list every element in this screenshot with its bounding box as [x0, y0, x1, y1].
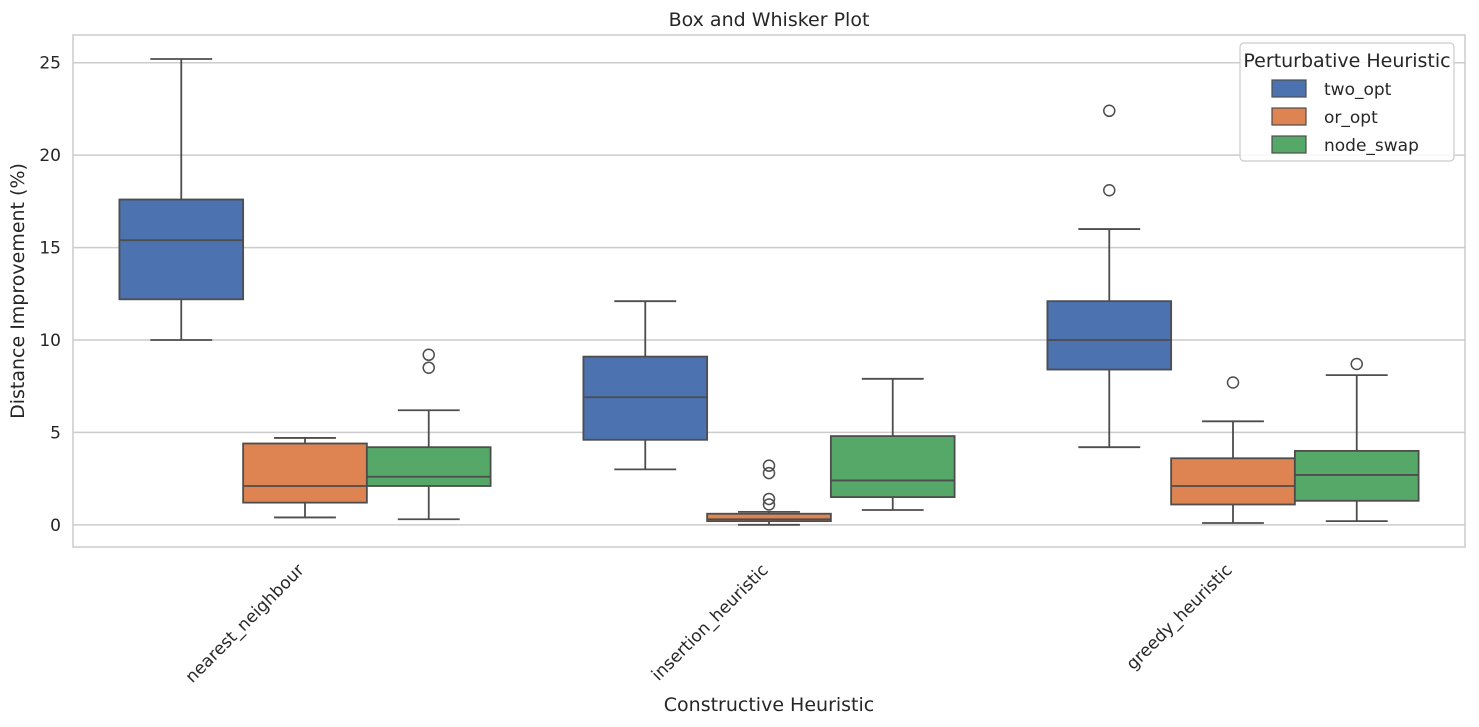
legend-label-node_swap: node_swap — [1324, 136, 1419, 156]
box-two_opt-insertion_heuristic — [582, 300, 709, 471]
y-tick-label: 20 — [39, 146, 61, 166]
outlier-point — [762, 466, 776, 480]
outlier-point — [762, 498, 776, 511]
y-tick-label: 5 — [50, 423, 61, 443]
box-iqr — [1170, 457, 1296, 506]
outlier-point — [422, 348, 435, 362]
outlier-point — [422, 361, 435, 374]
box-iqr — [118, 198, 245, 301]
legend-label-two_opt: two_opt — [1324, 80, 1392, 100]
y-tick-label: 15 — [39, 239, 61, 259]
y-tick-label: 0 — [50, 516, 61, 536]
gridlines — [73, 61, 1465, 526]
box-two_opt-greedy_heuristic — [1046, 104, 1173, 449]
outlier-point — [762, 492, 776, 506]
legend-swatch-node_swap — [1271, 135, 1307, 154]
y-tick-label: 10 — [39, 331, 61, 351]
box-iqr — [582, 355, 709, 441]
y-axis-label: Distance Improvement (%) — [7, 163, 29, 419]
y-tick-labels: 0 5 10 15 20 25 — [39, 54, 61, 536]
legend-title: Perturbative Heuristic — [1243, 50, 1450, 72]
box-iqr — [1046, 300, 1173, 371]
outlier-point — [1103, 184, 1116, 197]
box-iqr — [829, 435, 956, 498]
plot-frame — [72, 34, 1466, 548]
outlier-point — [1350, 357, 1363, 371]
outlier-point — [1103, 104, 1116, 118]
legend-box — [1239, 42, 1455, 162]
legend-swatch-two_opt — [1271, 79, 1307, 98]
box-iqr — [242, 442, 368, 504]
box-node_swap-greedy_heuristic — [1293, 357, 1420, 523]
y-tick-label: 25 — [39, 54, 61, 74]
chart-title: Box and Whisker Plot — [669, 9, 870, 31]
legend: Perturbative Heuristic two_opt or_opt node_… — [1239, 42, 1455, 162]
box-or_opt-nearest_neighbour — [242, 437, 368, 519]
box-node_swap-insertion_heuristic — [829, 377, 956, 511]
legend-label-or_opt: or_opt — [1324, 108, 1378, 128]
outlier-point — [762, 459, 776, 472]
x-axis-label: Constructive Heuristic — [664, 694, 874, 716]
boxes — [118, 58, 1420, 526]
box-iqr — [706, 512, 832, 523]
box-iqr — [1293, 449, 1420, 502]
box-two_opt-nearest_neighbour — [118, 58, 245, 341]
outlier-point — [1226, 376, 1240, 389]
box-or_opt-insertion_heuristic — [706, 459, 832, 526]
box-node_swap-nearest_neighbour — [365, 348, 492, 521]
box-iqr — [365, 446, 492, 487]
box-or_opt-greedy_heuristic — [1170, 376, 1296, 524]
legend-swatch-or_opt — [1271, 107, 1307, 126]
